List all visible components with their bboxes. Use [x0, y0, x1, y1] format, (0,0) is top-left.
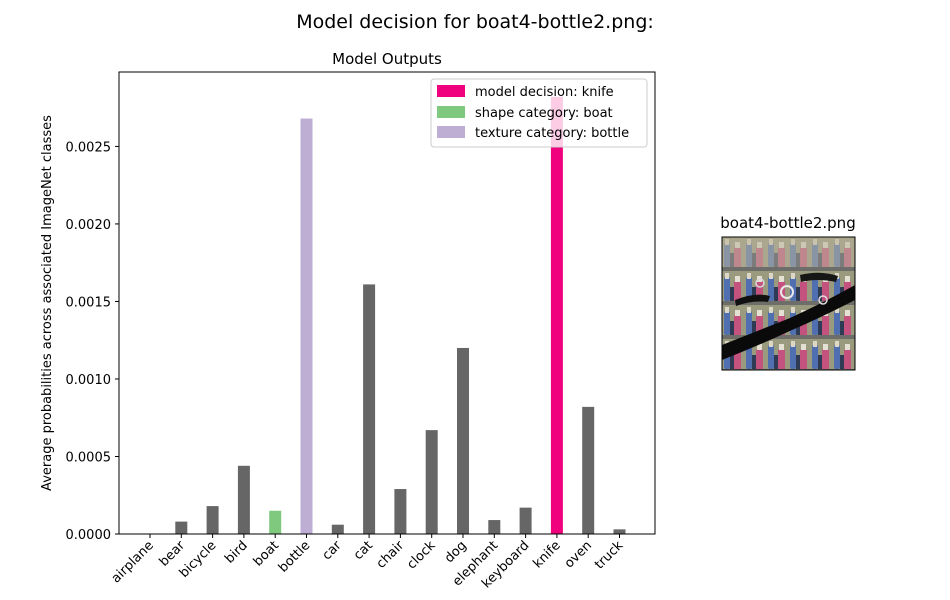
bar-dog: [457, 347, 469, 534]
bar-bear: [175, 521, 188, 534]
x-tick-label-airplane: airplane: [109, 538, 157, 586]
stimulus-image-title: boat4-bottle2.png: [720, 214, 855, 232]
x-tick-label-knife: knife: [531, 538, 564, 571]
stimulus-panel: boat4-bottle2.png: [720, 214, 856, 371]
y-tick-label: 0.0020: [66, 218, 112, 233]
bar-elephant: [488, 520, 501, 534]
bars-group: [175, 96, 626, 534]
y-tick-label: 0.0015: [66, 295, 112, 310]
bar-truck: [613, 529, 626, 534]
legend-label-model-decision: model decision: knife: [475, 85, 614, 100]
x-tick-label-car: car: [320, 538, 346, 564]
legend-swatch-texture-category: [437, 126, 465, 138]
bar-chair: [394, 489, 407, 534]
plot-frame: [118, 71, 656, 535]
bar-boat: [269, 510, 282, 534]
stimulus-image-thumbnail: [722, 237, 855, 370]
chart-title: Model Outputs: [332, 50, 442, 68]
bar-cat: [363, 284, 376, 534]
y-tick-label: 0.0000: [66, 528, 112, 543]
legend-swatch-model-decision: [437, 85, 465, 97]
legend-label-texture-category: texture category: bottle: [475, 126, 629, 141]
legend: model decision: knife shape category: bo…: [430, 78, 648, 148]
bar-bicycle: [206, 506, 219, 534]
bar-keyboard: [519, 507, 532, 534]
x-tick-label-oven: oven: [562, 538, 595, 571]
x-tick-label-truck: truck: [592, 538, 627, 573]
stimulus-image-frame: [721, 236, 856, 371]
y-tick-label: 0.0010: [66, 373, 112, 388]
legend-box: [430, 78, 648, 148]
y-axis-ticks: 0.0000 0.0005 0.0010 0.0015 0.0020 0.0025: [66, 140, 119, 543]
x-tick-label-bird: bird: [222, 538, 250, 566]
bar-car: [331, 524, 344, 534]
x-tick-label-clock: clock: [404, 538, 439, 573]
legend-swatch-shape-category: [437, 106, 465, 118]
bar-clock: [425, 430, 438, 534]
bar-chart: Model Outputs 0.00000.00050.00100.00150.…: [40, 50, 656, 591]
figure-suptitle: Model decision for boat4-bottle2.png:: [296, 11, 654, 33]
y-axis-label: Average probabilities across associated …: [40, 115, 55, 491]
bar-oven: [582, 406, 595, 534]
x-tick-label-chair: chair: [374, 538, 408, 572]
bar-bird: [237, 465, 250, 534]
bar-knife: [550, 96, 563, 534]
x-tick-label-bottle: bottle: [276, 538, 313, 575]
y-tick-label: 0.0025: [66, 140, 112, 155]
y-tick-label: 0.0005: [66, 450, 112, 465]
x-tick-label-cat: cat: [351, 538, 376, 563]
legend-label-shape-category: shape category: boat: [475, 106, 613, 121]
bar-bottle: [300, 118, 313, 534]
